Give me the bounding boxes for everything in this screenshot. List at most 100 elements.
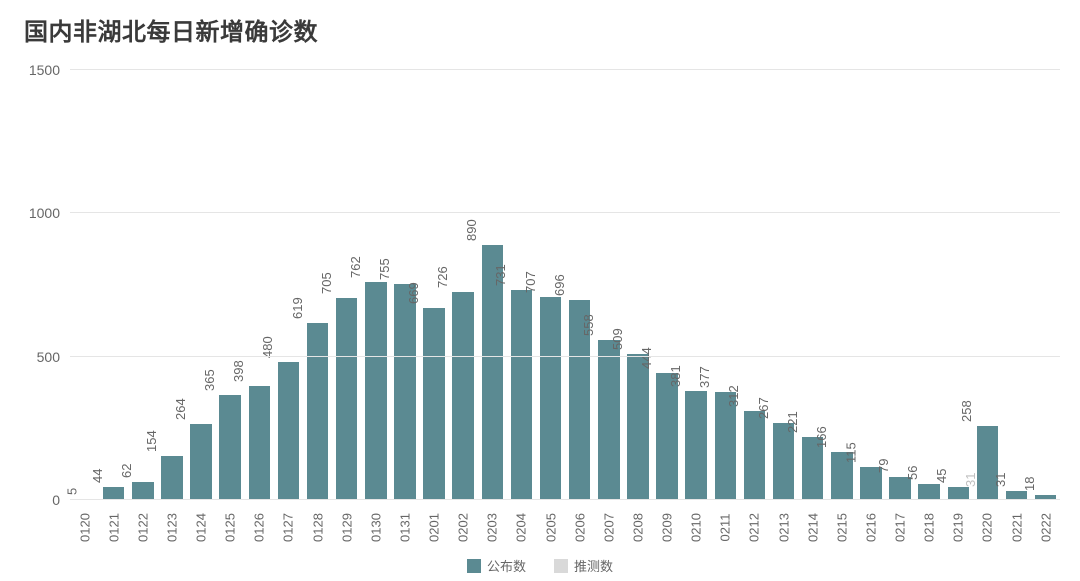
bar-value-label: 166	[814, 427, 829, 453]
bar-value-label: 45	[934, 469, 949, 487]
x-tick-slot: 0210	[682, 500, 711, 550]
bar-published: 509	[627, 354, 649, 500]
x-tick-label: 0210	[689, 513, 704, 542]
bar-value-label: 79	[876, 459, 891, 477]
chart-container: 国内非湖北每日新增确诊数 544621542643653984806197057…	[0, 0, 1080, 581]
x-tick-slot: 0219	[944, 500, 973, 550]
bar-published: 398	[249, 386, 271, 500]
x-tick-slot: 0205	[536, 500, 565, 550]
x-tick-label: 0127	[281, 513, 296, 542]
bar-slot: 56	[915, 70, 944, 500]
bar-value-label: 221	[785, 411, 800, 437]
x-tick-slot: 0209	[653, 500, 682, 550]
x-tick-slot: 0206	[565, 500, 594, 550]
x-tick-label: 0221	[1009, 513, 1024, 542]
bar-value-label: 5	[64, 487, 79, 498]
x-tick-label: 0218	[922, 513, 937, 542]
x-tick-slot: 0125	[216, 500, 245, 550]
x-tick-label: 0208	[630, 513, 645, 542]
x-tick-label: 0206	[572, 513, 587, 542]
x-tick-slot: 0220	[973, 500, 1002, 550]
bar-published: 619	[307, 323, 329, 500]
bar-published: 707	[540, 297, 562, 500]
bar-published: 444	[656, 373, 678, 500]
bar-value-label: 115	[844, 442, 859, 467]
bar-value-label: 726	[435, 266, 450, 292]
bar-published: 669	[423, 308, 445, 500]
bar-value-label: 696	[552, 275, 567, 301]
gridline	[70, 356, 1060, 357]
bar-slot: 31258	[973, 70, 1002, 500]
x-tick-label: 0203	[485, 513, 500, 542]
bar-value-label: 509	[610, 328, 625, 354]
bar-value-label: 705	[319, 272, 334, 298]
x-tick-label: 0126	[252, 513, 267, 542]
x-tick-label: 0122	[135, 513, 150, 542]
x-tick-slot: 0130	[361, 500, 390, 550]
bar-value-label: 707	[523, 272, 538, 298]
y-tick-label: 1000	[10, 205, 60, 221]
x-tick-slot: 0222	[1031, 500, 1060, 550]
bar-value-label: 558	[581, 314, 596, 340]
x-tick-slot: 0218	[915, 500, 944, 550]
x-tick-label: 0220	[980, 513, 995, 542]
x-tick-slot: 0128	[303, 500, 332, 550]
bar-slot: 18	[1031, 70, 1060, 500]
bar-slot: 365	[216, 70, 245, 500]
bar-slot: 44	[99, 70, 128, 500]
x-tick-slot: 0203	[478, 500, 507, 550]
bar-slot: 480	[274, 70, 303, 500]
bar-slot: 45	[944, 70, 973, 500]
x-tick-slot: 0124	[187, 500, 216, 550]
x-tick-slot: 0120	[70, 500, 99, 550]
bar-slot: 31	[1002, 70, 1031, 500]
bar-published: 480	[278, 362, 300, 500]
gridline	[70, 212, 1060, 213]
bar-slot: 726	[449, 70, 478, 500]
bar-value-label: 762	[348, 256, 363, 282]
bar-slot: 696	[565, 70, 594, 500]
y-tick-label: 1500	[10, 62, 60, 78]
x-tick-label: 0202	[456, 513, 471, 542]
gridline	[70, 69, 1060, 70]
x-axis: 0120012101220123012401250126012701280129…	[70, 500, 1060, 550]
x-tick-label: 0123	[164, 513, 179, 542]
bar-value-label: 62	[119, 464, 134, 482]
bar-value-label: 56	[905, 465, 920, 483]
bar-value-label: 154	[144, 430, 159, 456]
x-tick-label: 0212	[747, 513, 762, 542]
bar-published: 705	[336, 298, 358, 500]
x-tick-label: 0215	[834, 513, 849, 542]
x-tick-label: 0222	[1038, 513, 1053, 542]
legend-label: 推测数	[574, 556, 613, 575]
x-tick-label: 0204	[514, 513, 529, 542]
x-tick-label: 0125	[223, 513, 238, 542]
x-tick-slot: 0211	[711, 500, 740, 550]
bar-slot: 5	[70, 70, 99, 500]
bar-slot: 509	[623, 70, 652, 500]
x-tick-label: 0120	[77, 513, 92, 542]
bar-published: 755	[394, 284, 416, 500]
x-tick-label: 0130	[368, 513, 383, 542]
x-tick-slot: 0214	[798, 500, 827, 550]
plot-area: 5446215426436539848061970576275566972689…	[70, 70, 1060, 500]
bar-slot: 762	[361, 70, 390, 500]
bar-slot: 398	[245, 70, 274, 500]
bar-slot: 115	[856, 70, 885, 500]
legend-label: 公布数	[487, 556, 526, 575]
x-tick-slot: 0131	[390, 500, 419, 550]
x-tick-label: 0205	[543, 513, 558, 542]
bar-slot: 444	[653, 70, 682, 500]
bar-value-label: 480	[261, 337, 276, 363]
x-tick-label: 0213	[776, 513, 791, 542]
y-tick-label: 500	[10, 349, 60, 365]
x-tick-slot: 0216	[856, 500, 885, 550]
x-tick-slot: 0126	[245, 500, 274, 550]
bar-slot: 312	[740, 70, 769, 500]
x-tick-slot: 0202	[449, 500, 478, 550]
bar-slot: 166	[827, 70, 856, 500]
bars-group: 5446215426436539848061970576275566972689…	[70, 70, 1060, 500]
bar-value-label: 444	[639, 347, 654, 373]
bar-slot: 377	[711, 70, 740, 500]
bar-slot: 264	[187, 70, 216, 500]
